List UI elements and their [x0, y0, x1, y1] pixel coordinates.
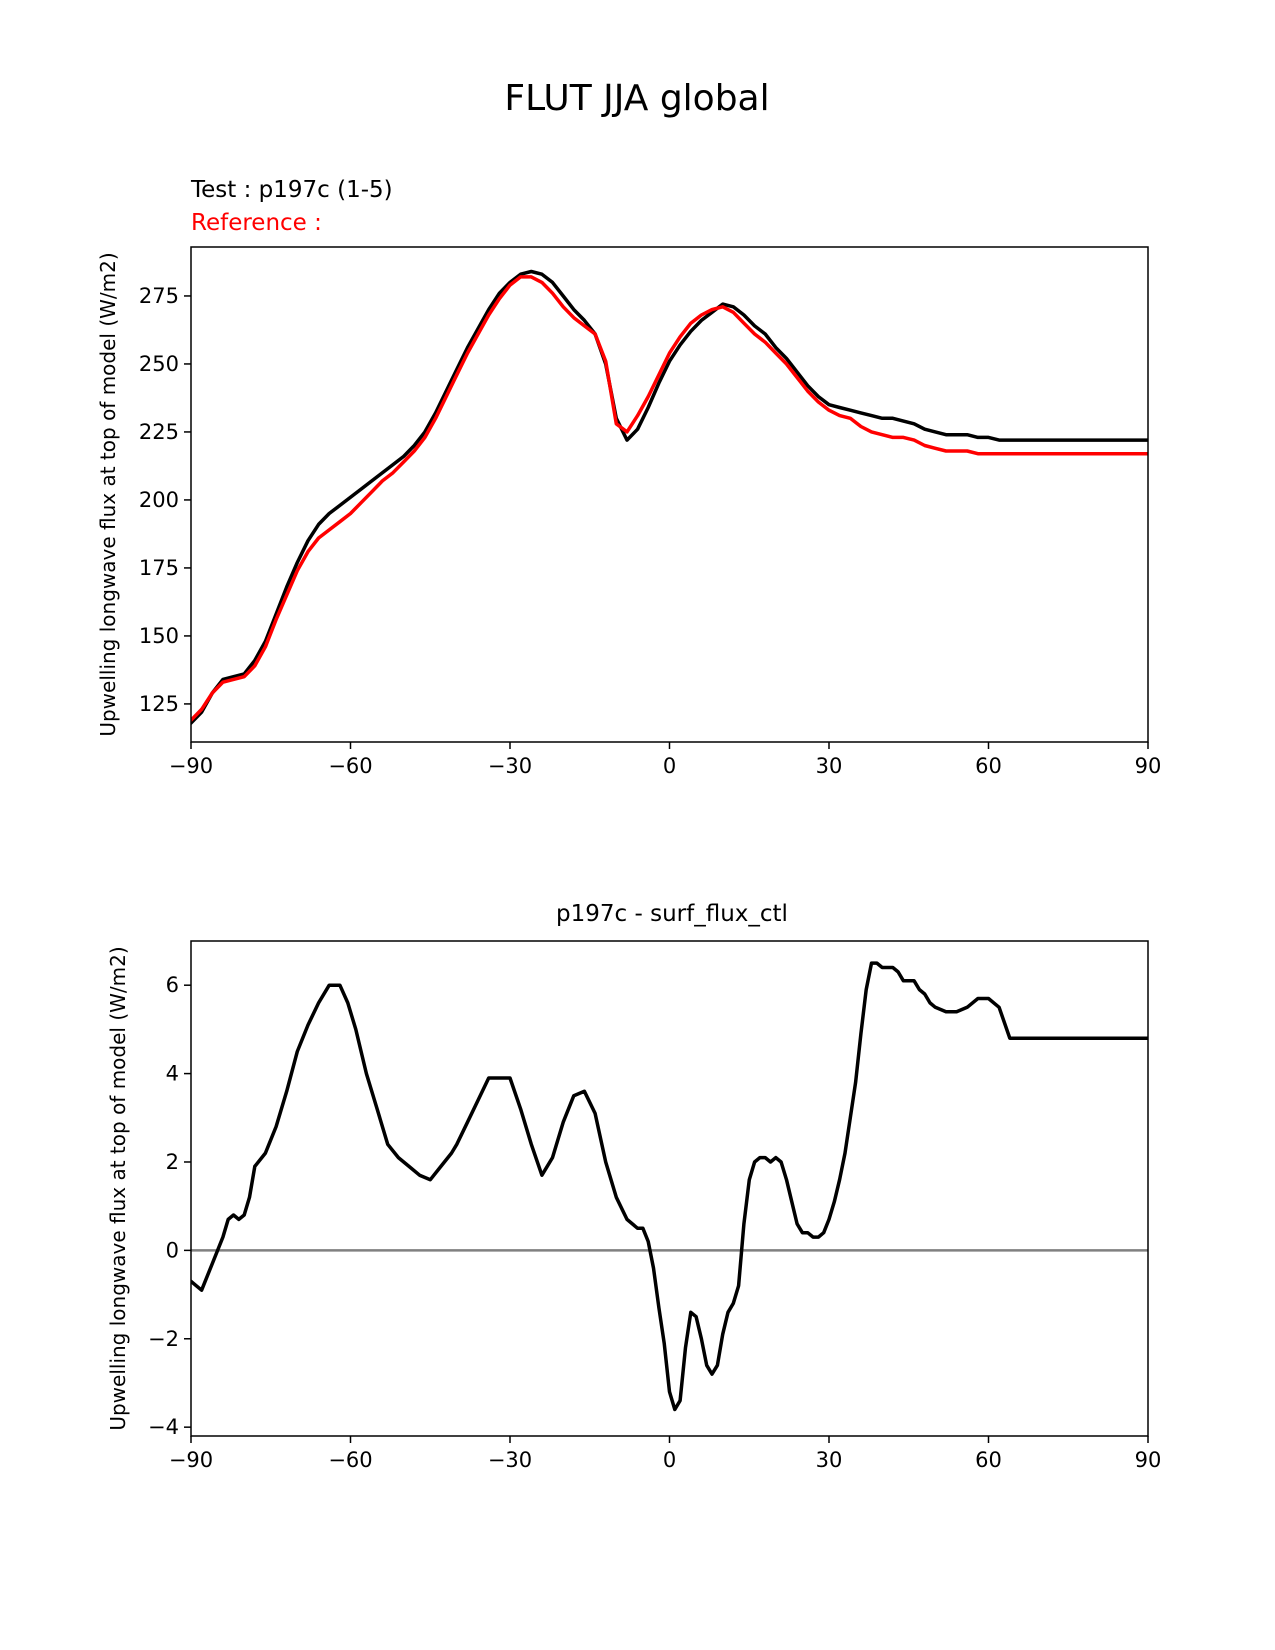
bottom-x-tick-label: −30: [488, 1448, 532, 1472]
top-x-tick-label: 30: [816, 754, 843, 778]
bottom-y-tick-label: 2: [166, 1150, 179, 1174]
bottom-y-tick-label: 0: [166, 1238, 179, 1262]
top-y-tick-label: 150: [139, 624, 179, 648]
top-x-tick-label: −60: [328, 754, 372, 778]
top-y-tick-label: 200: [139, 488, 179, 512]
figure-title: FLUT JJA global: [504, 78, 769, 119]
bottom-x-tick-label: 60: [975, 1448, 1002, 1472]
top-panel: −90 −60 −30 0 30 60 90 125 150 175 200 225 250 275 Upw…: [96, 246, 1162, 778]
bottom-x-tick-label: 30: [816, 1448, 843, 1472]
bottom-panel: −90 −60 −30 0 30 60 90 −4 −2 0 2 4 6 Upwelling longwa…: [106, 940, 1162, 1472]
top-y-axis-label: Upwelling longwave flux at top of model …: [96, 252, 120, 736]
top-y-tick-label: 225: [139, 420, 179, 444]
bottom-x-tick-label: 90: [1135, 1448, 1162, 1472]
reference-label: Reference :: [191, 210, 322, 236]
bottom-series-difference-line: [191, 961, 1148, 1412]
top-y-tick-label: 275: [139, 284, 179, 308]
top-y-tick-label: 250: [139, 352, 179, 376]
bottom-y-axis-label: Upwelling longwave flux at top of model …: [106, 946, 130, 1430]
top-series-reference-line: [191, 275, 1148, 722]
top-series-test-line: [191, 269, 1148, 725]
bottom-x-tick-label: 0: [663, 1448, 676, 1472]
bottom-y-tick-label: −4: [148, 1415, 179, 1439]
bottom-x-tick-label: −90: [169, 1448, 213, 1472]
bottom-y-tick-label: −2: [148, 1327, 179, 1351]
top-x-tick-label: −90: [169, 754, 213, 778]
top-y-tick-label: 175: [139, 556, 179, 580]
test-label: Test : p197c (1-5): [190, 177, 393, 203]
bottom-y-tick-label: 4: [166, 1062, 179, 1086]
bottom-x-tick-label: −60: [328, 1448, 372, 1472]
top-x-tick-label: 90: [1135, 754, 1162, 778]
top-x-tick-label: 0: [663, 754, 676, 778]
top-x-tick-label: 60: [975, 754, 1002, 778]
top-y-tick-label: 125: [139, 692, 179, 716]
bottom-panel-title: p197c - surf_flux_ctl: [556, 901, 788, 927]
bottom-y-tick-label: 6: [166, 973, 179, 997]
top-x-tick-label: −30: [488, 754, 532, 778]
